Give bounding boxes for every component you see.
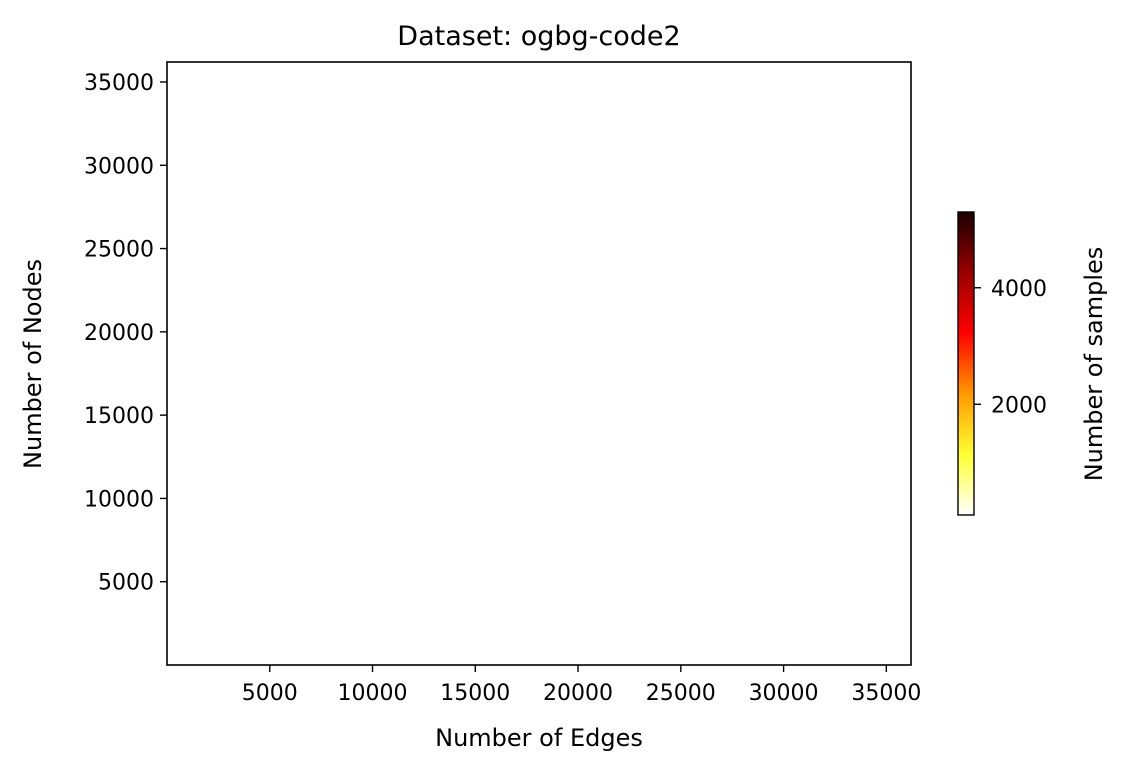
x-axis-label: Number of Edges xyxy=(435,724,643,752)
plot-area xyxy=(166,61,912,666)
x-tick-label: 10000 xyxy=(338,681,408,706)
y-tick-label: 5000 xyxy=(98,571,154,596)
colorbar: 2000 4000 Number of samples xyxy=(957,211,1108,516)
y-tick-label: 25000 xyxy=(84,238,154,263)
y-tick-label: 20000 xyxy=(84,321,154,346)
x-tick-label: 35000 xyxy=(851,681,921,706)
y-tick-label: 30000 xyxy=(84,154,154,179)
colorbar-ticks: 2000 4000 xyxy=(974,277,1047,418)
x-axis-ticks: 5000 10000 15000 20000 25000 30000 35000 xyxy=(242,665,921,706)
x-tick-label: 20000 xyxy=(543,681,613,706)
x-tick-label: 15000 xyxy=(440,681,510,706)
colorbar-tick-label: 2000 xyxy=(991,393,1047,418)
y-axis-ticks: 5000 10000 15000 20000 25000 30000 35000 xyxy=(84,71,167,596)
y-tick-label: 15000 xyxy=(84,404,154,429)
x-tick-label: 5000 xyxy=(242,681,298,706)
colorbar-label: Number of samples xyxy=(1080,247,1108,482)
colorbar-tick-label: 4000 xyxy=(991,277,1047,302)
x-tick-label: 30000 xyxy=(749,681,819,706)
y-axis-label: Number of Nodes xyxy=(19,259,47,469)
y-tick-label: 10000 xyxy=(84,487,154,512)
colorbar-gradient xyxy=(958,212,974,515)
plot-frame xyxy=(166,61,912,666)
y-tick-label: 35000 xyxy=(84,71,154,96)
x-tick-label: 25000 xyxy=(646,681,716,706)
colorbar-frame xyxy=(957,211,975,516)
chart-title: Dataset: ogbg-code2 xyxy=(397,21,680,52)
